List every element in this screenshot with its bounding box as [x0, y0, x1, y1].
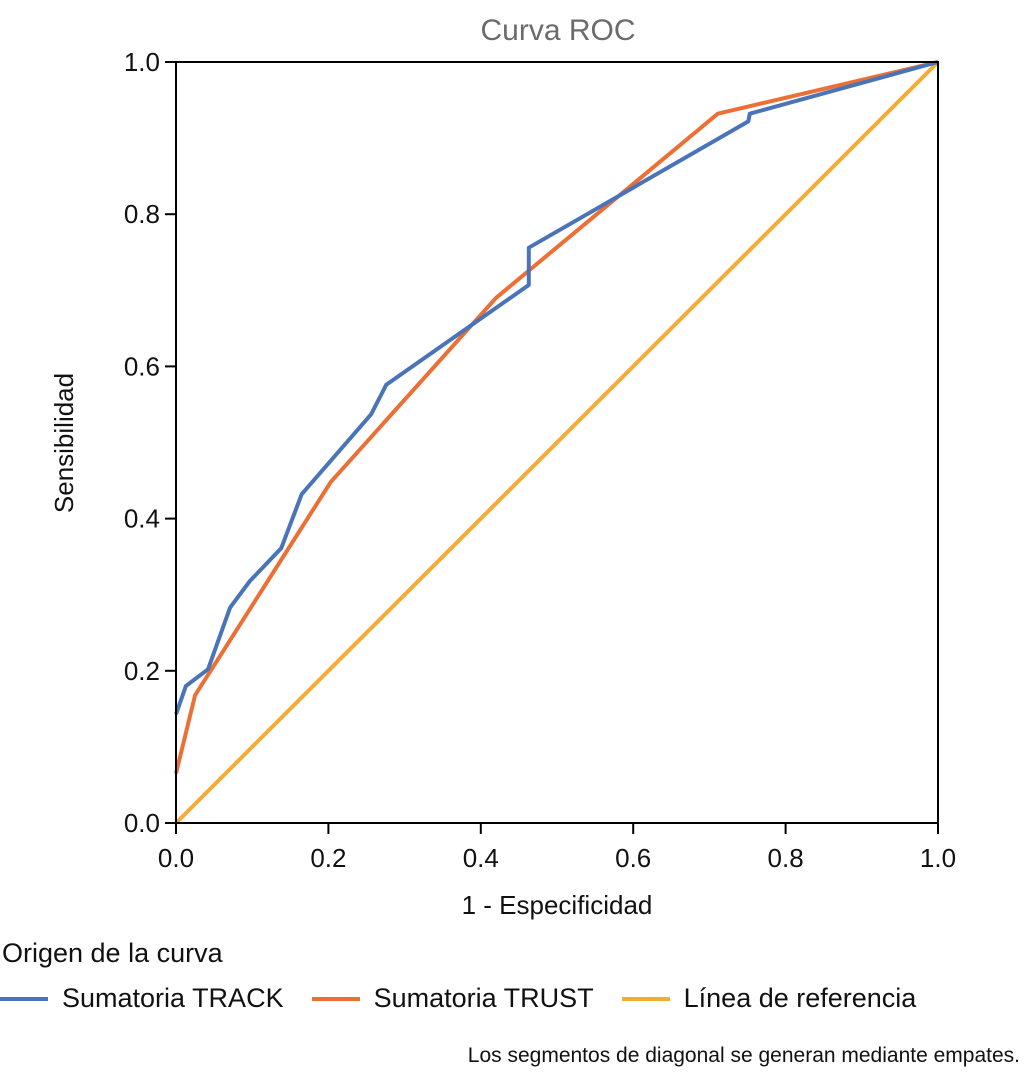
x-tick-label: 0.0 — [158, 843, 194, 873]
y-tick-label: 0.4 — [124, 504, 160, 534]
x-tick-label: 1.0 — [920, 843, 956, 873]
series-line-sumatoria-track — [174, 60, 939, 715]
x-tick-label: 0.4 — [463, 843, 499, 873]
legend-swatch — [311, 996, 360, 1001]
legend-label: Línea de referencia — [683, 983, 917, 1013]
legend-item: Sumatoria TRUST — [311, 983, 594, 1014]
x-axis-ticks: 0.0 0.2 0.4 0.6 0.8 1.0 — [158, 823, 956, 873]
y-axis-label: Sensibilidad — [49, 373, 79, 513]
y-axis-ticks: 0.0 0.2 0.4 0.6 0.8 1.0 — [124, 47, 176, 838]
y-tick-label: 0.2 — [124, 656, 160, 686]
plot-border — [175, 61, 939, 824]
series-line-l-nea-de-referencia — [174, 60, 940, 825]
x-tick-label: 0.8 — [768, 843, 804, 873]
plot-frame — [175, 61, 939, 824]
roc-chart: Curva ROC 0.0 0.2 0.4 0.6 0.8 1.0 0.00.20.40.… — [49, 14, 956, 920]
legend-title: Origen de la curva — [2, 938, 223, 968]
y-tick-label: 0.6 — [124, 351, 160, 381]
series-layer — [174, 60, 940, 825]
chart-title: Curva ROC — [480, 14, 635, 47]
legend-label: Sumatoria TRUST — [373, 983, 594, 1013]
legend-swatch — [621, 996, 670, 1001]
legend-item: Sumatoria TRACK — [0, 983, 284, 1014]
y-tick-label: 1.0 — [124, 47, 160, 77]
legend-item: Línea de referencia — [621, 983, 917, 1014]
x-axis-label: 1 - Especificidad — [462, 890, 653, 920]
y-tick-label: 0.0 — [124, 808, 160, 838]
x-tick-label: 0.2 — [310, 843, 346, 873]
chart-footnote: Los segmentos de diagonal se generan med… — [467, 1044, 1020, 1067]
legend: Sumatoria TRACK Sumatoria TRUST Línea de r… — [0, 983, 944, 1014]
y-tick-label: 0.8 — [124, 199, 160, 229]
series-line-sumatoria-trust — [174, 60, 939, 774]
x-tick-label: 0.6 — [615, 843, 651, 873]
legend-label: Sumatoria TRACK — [62, 983, 284, 1013]
legend-swatch — [0, 996, 48, 1001]
